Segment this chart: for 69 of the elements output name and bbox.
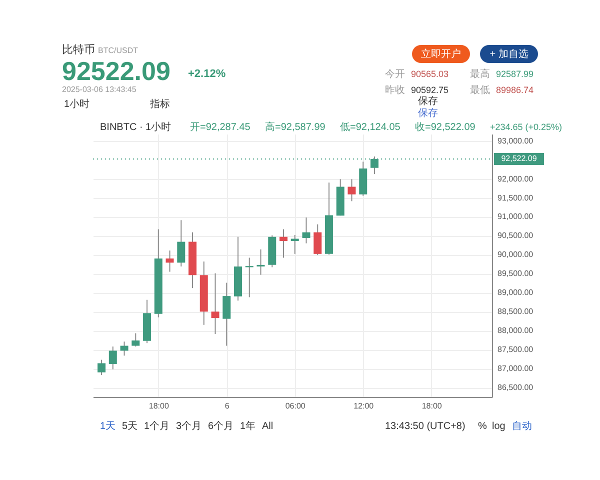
text: 保存 (418, 107, 438, 119)
x-tick-label: 18:00 (148, 402, 170, 410)
text: 1个月 (144, 420, 170, 432)
text: log (492, 421, 506, 432)
y-tick-label: 89,500.00 (498, 269, 534, 278)
candlestick (314, 224, 322, 256)
y-tick-label: 91,000.00 (498, 212, 534, 222)
y-tick-label: 88,500.00 (498, 307, 534, 316)
text: 1年 (240, 420, 256, 432)
y-tick-label: 87,500.00 (498, 345, 534, 354)
text: 自动 (512, 420, 532, 432)
candlestick (177, 220, 186, 267)
text: 高=92,587.99 (265, 121, 326, 133)
candlestick (348, 178, 356, 202)
candlestick (279, 228, 288, 258)
y-tick-label: 86,500.00 (498, 383, 534, 392)
text: 保存 (418, 95, 438, 107)
ref-line-label: 92,522.09 (501, 154, 538, 163)
text: 2025-03-06 13:43:45 (62, 85, 137, 94)
text: 6个月 (208, 420, 234, 432)
text: 92587.99 (496, 69, 534, 79)
x-tick-label: 12:00 (354, 402, 374, 410)
y-tick-label: 89,000.00 (498, 288, 534, 298)
text: 1天 (100, 421, 116, 432)
y-tick-label: 87,000.00 (498, 364, 534, 374)
candlestick (120, 341, 128, 356)
text: 收=92,522.09 (415, 122, 476, 133)
text: 低=92,124.05 (340, 122, 401, 133)
text: 5天 (122, 421, 138, 432)
text: 92522.09 (62, 56, 170, 86)
y-tick-label: 88,000.00 (498, 326, 534, 336)
text: 指标 (149, 98, 170, 110)
y-tick-label: 93,000.00 (498, 136, 534, 146)
text: All (262, 421, 274, 432)
text: BINBTC · 1小时 (100, 121, 172, 133)
candlestick (211, 272, 220, 334)
chart-title: 比特币 (62, 43, 95, 56)
text: 1小时 (64, 98, 90, 110)
y-tick-label: 90,500.00 (498, 231, 534, 240)
text: 89986.74 (496, 85, 534, 95)
candlestick (290, 234, 299, 254)
text: 90592.75 (411, 85, 449, 95)
text: % (478, 421, 487, 432)
text: 90565.03 (411, 69, 449, 79)
text: 13:43:50 (UTC+8) (385, 421, 466, 432)
y-tick-label: 92,000.00 (498, 174, 534, 184)
text: 最高 (470, 68, 490, 80)
candlestick (256, 248, 265, 276)
text: 3个月 (176, 420, 202, 432)
x-tick-label: 06:00 (285, 402, 306, 410)
text: 最低 (470, 85, 490, 96)
candlestick (132, 332, 140, 348)
text: +2.12% (188, 68, 226, 80)
y-tick-label: 90,000.00 (498, 250, 534, 260)
y-tick-label: 91,500.00 (498, 193, 534, 202)
candlestick (98, 359, 106, 376)
candlestick (222, 282, 231, 346)
x-tick-label: 18:00 (422, 402, 442, 410)
text: 今开 (385, 68, 405, 80)
text: 立即开户 (421, 48, 461, 60)
chart-subtitle: BTC/USDT (98, 46, 138, 55)
text: 昨收 (385, 84, 405, 96)
text: + 加自选 (490, 48, 528, 60)
candlestick (108, 346, 117, 370)
x-tick-label: 6 (224, 402, 230, 410)
candlestick (166, 250, 174, 272)
candlestick (302, 216, 310, 244)
text: 开=92,287.45 (190, 122, 251, 133)
text: +234.65 (+0.25%) (490, 122, 562, 132)
